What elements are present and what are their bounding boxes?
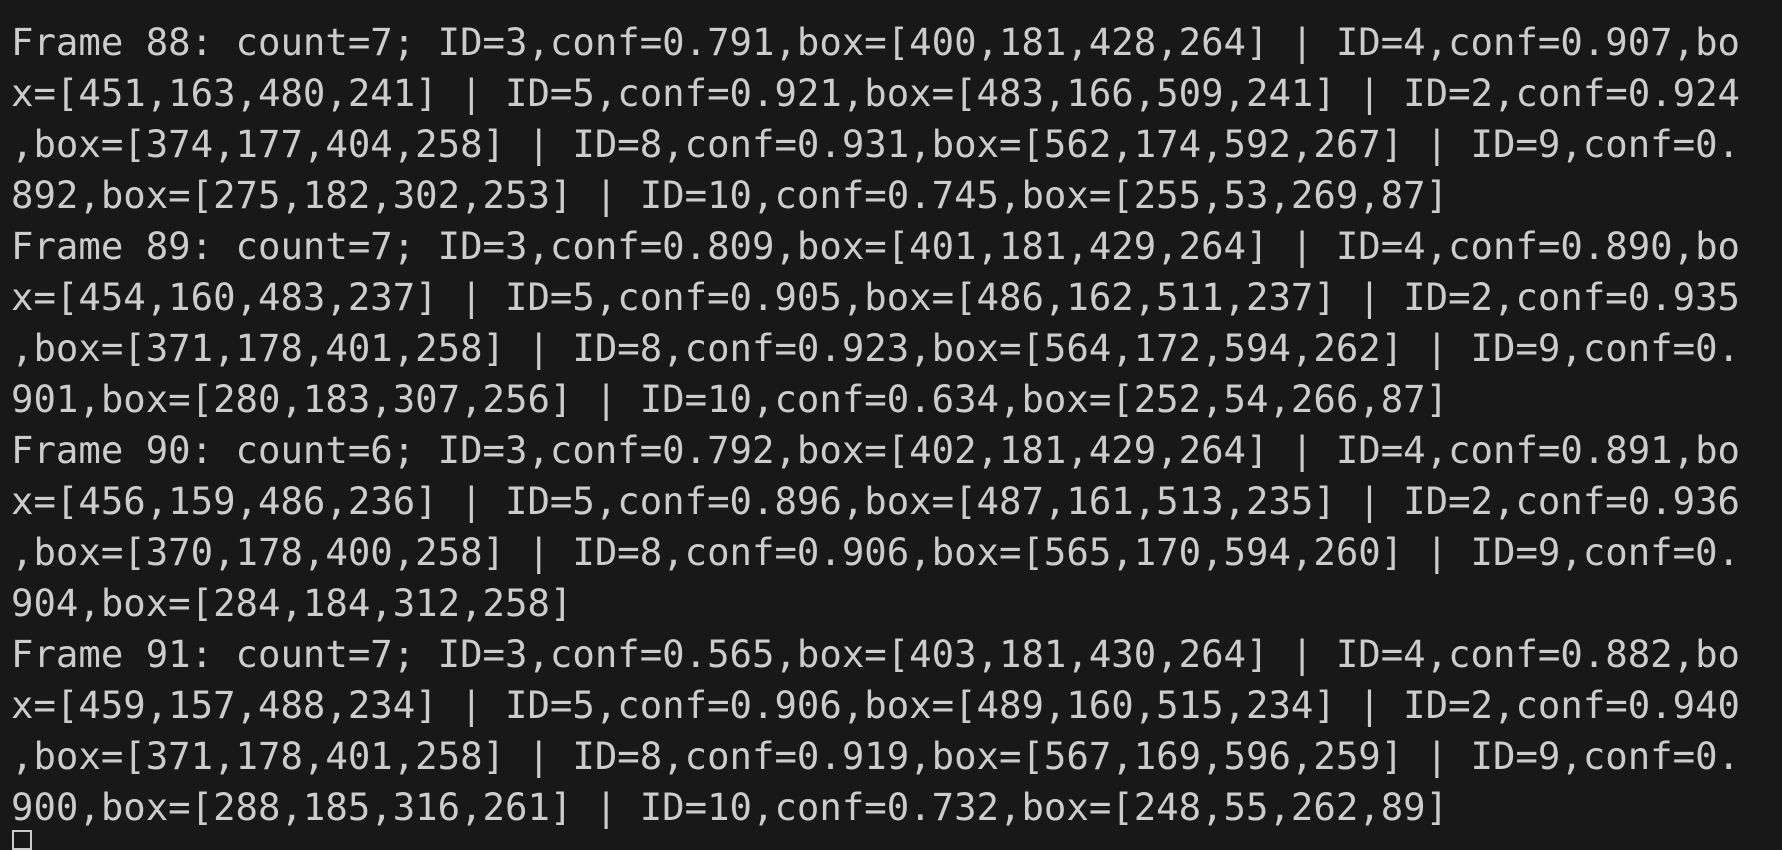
terminal-output[interactable]: Frame 88: count=7; ID=3,conf=0.791,box=[… xyxy=(11,17,1782,833)
output-line: 901,box=[280,183,307,256] | ID=10,conf=0… xyxy=(11,377,1449,421)
output-line: 904,box=[284,184,312,258] xyxy=(11,581,573,625)
output-line: 892,box=[275,182,302,253] | ID=10,conf=0… xyxy=(11,173,1449,217)
output-line: x=[459,157,488,234] | ID=5,conf=0.906,bo… xyxy=(11,683,1741,727)
output-line: Frame 90: count=6; ID=3,conf=0.792,box=[… xyxy=(11,428,1741,472)
output-line: ,box=[371,178,401,258] | ID=8,conf=0.919… xyxy=(11,734,1741,778)
output-line: 900,box=[288,185,316,261] | ID=10,conf=0… xyxy=(11,785,1449,829)
terminal-cursor xyxy=(12,830,32,850)
output-line: x=[451,163,480,241] | ID=5,conf=0.921,bo… xyxy=(11,71,1741,115)
output-line: Frame 88: count=7; ID=3,conf=0.791,box=[… xyxy=(11,20,1741,64)
output-line: x=[454,160,483,237] | ID=5,conf=0.905,bo… xyxy=(11,275,1741,319)
output-line: ,box=[374,177,404,258] | ID=8,conf=0.931… xyxy=(11,122,1741,166)
output-line: Frame 89: count=7; ID=3,conf=0.809,box=[… xyxy=(11,224,1741,268)
output-line: x=[456,159,486,236] | ID=5,conf=0.896,bo… xyxy=(11,479,1741,523)
output-line: ,box=[370,178,400,258] | ID=8,conf=0.906… xyxy=(11,530,1741,574)
output-line: ,box=[371,178,401,258] | ID=8,conf=0.923… xyxy=(11,326,1741,370)
output-line: Frame 91: count=7; ID=3,conf=0.565,box=[… xyxy=(11,632,1741,676)
